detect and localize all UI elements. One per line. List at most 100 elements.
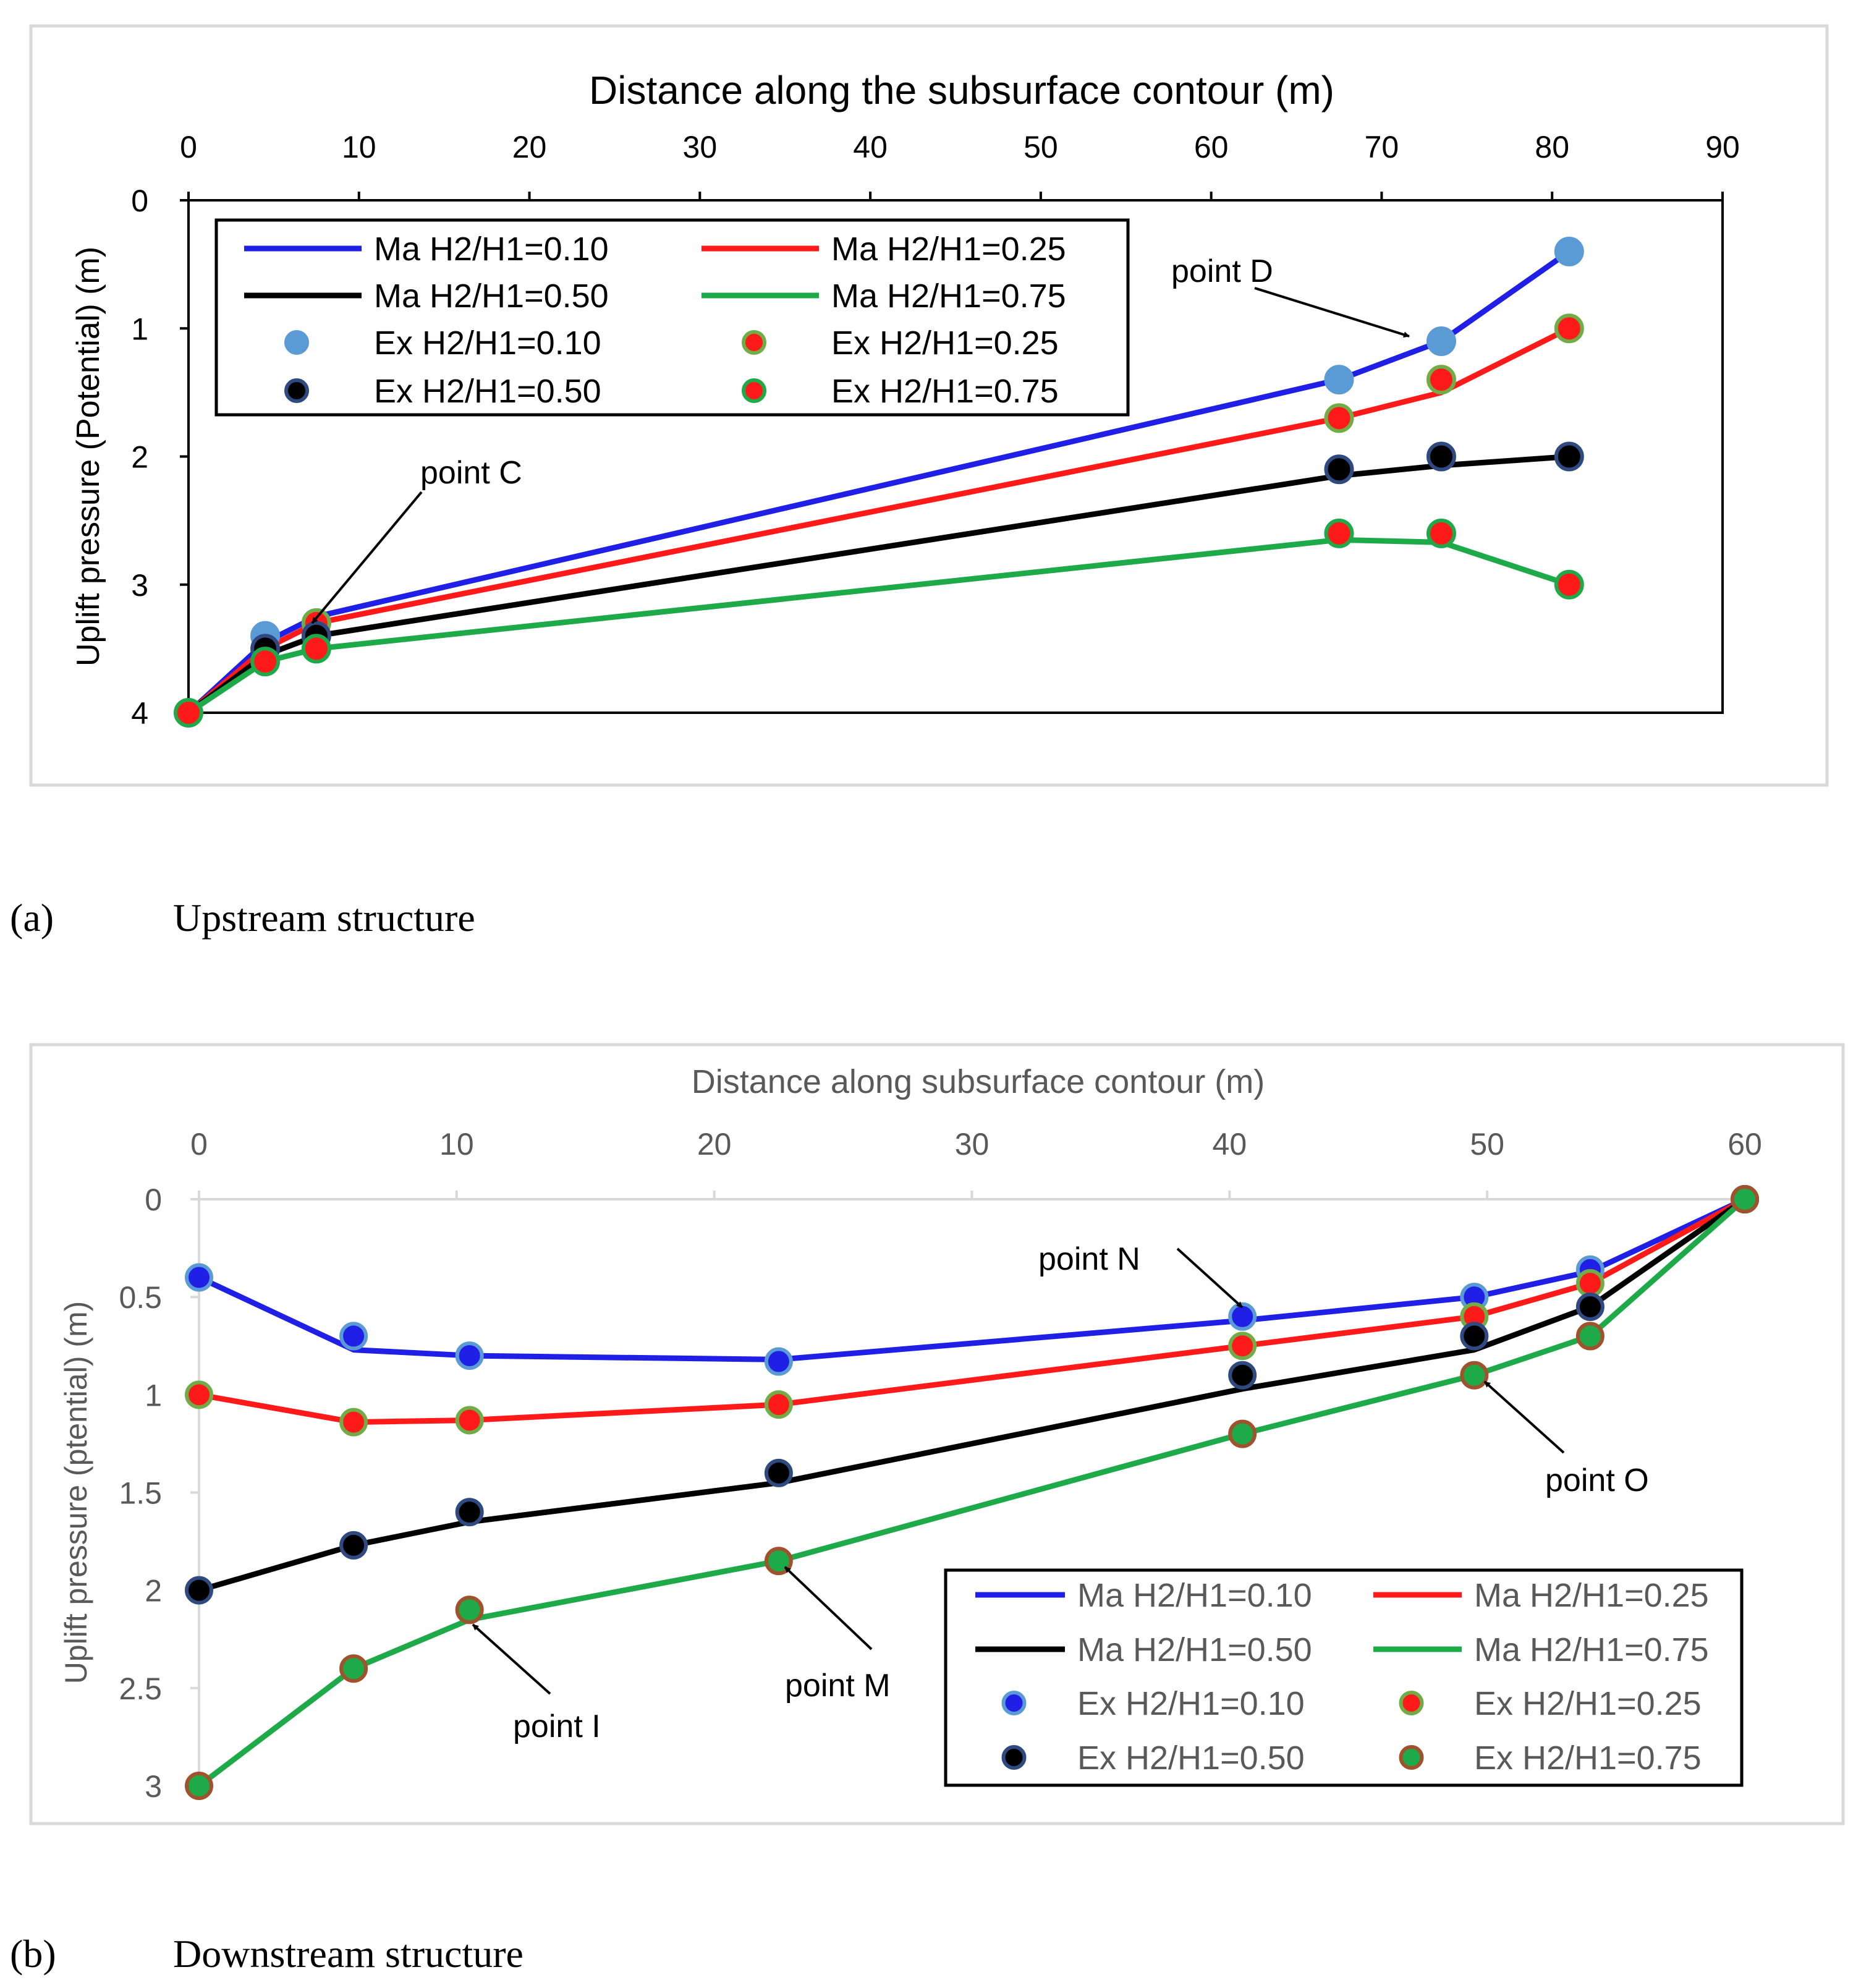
y-axis-title: Uplift pressure (ptential) (m)	[59, 1301, 93, 1684]
y-tick-label: 0	[145, 1183, 162, 1217]
chart-downstream: Distance along subsurface contour (m)0 10…	[29, 1043, 1845, 1825]
legend-label: Ma H2/H1=0.50	[374, 278, 609, 315]
annotation-label: point M	[785, 1668, 891, 1704]
legend-label: Ma H2/H1=0.25	[1474, 1577, 1709, 1614]
legend-label: Ex H2/H1=0.75	[1474, 1740, 1702, 1777]
data-point	[1324, 518, 1354, 548]
x-tick-label: 50	[1024, 130, 1058, 164]
x-tick-label: 60	[1194, 130, 1229, 164]
legend-label: Ma H2/H1=0.25	[831, 231, 1066, 268]
series-line	[185, 537, 1572, 716]
annotation-arrow	[311, 491, 423, 624]
legend-marker-swatch	[742, 378, 766, 403]
y-tick-label: 1.5	[119, 1476, 162, 1511]
legend-label: Ma H2/H1=0.10	[1077, 1577, 1312, 1614]
data-point	[1228, 1361, 1257, 1390]
x-tick-label: 20	[697, 1127, 732, 1162]
annotation-arrow	[1483, 1380, 1565, 1454]
data-point	[1228, 1419, 1257, 1448]
data-point	[185, 1576, 213, 1605]
data-point	[1426, 326, 1456, 356]
caption-a-text: Upstream structure	[173, 896, 475, 940]
data-point	[455, 1595, 484, 1625]
data-point	[1554, 569, 1584, 600]
legend-marker-swatch	[1399, 1691, 1424, 1715]
x-tick-label: 90	[1705, 130, 1740, 164]
y-tick-label: 3	[145, 1769, 162, 1804]
annotation-arrow	[1254, 287, 1410, 338]
x-tick-label: 40	[853, 130, 888, 164]
data-point	[1228, 1332, 1257, 1361]
x-tick-label: 80	[1535, 130, 1569, 164]
legend-marker-swatch	[1001, 1745, 1027, 1770]
data-point	[1324, 365, 1354, 395]
series-line	[185, 454, 1572, 716]
legend-marker-swatch	[284, 330, 309, 355]
data-point	[1324, 454, 1354, 485]
chart-frame	[29, 1043, 1845, 1825]
data-point	[185, 1380, 213, 1409]
legend-label: Ma H2/H1=0.75	[1474, 1631, 1709, 1668]
legend-box	[214, 218, 1130, 417]
annotation-arrow	[1176, 1247, 1244, 1309]
caption-a-label: (a)	[10, 896, 54, 940]
data-point	[455, 1341, 484, 1370]
y-axis-title: Uplift pressure (Potential) (m)	[70, 247, 106, 666]
legend-marker-swatch	[284, 378, 309, 403]
y-tick-label: 1	[145, 1378, 162, 1412]
data-point	[764, 1458, 793, 1487]
data-point	[1554, 236, 1584, 266]
legend-label: Ma H2/H1=0.50	[1077, 1631, 1312, 1668]
data-point	[185, 1772, 213, 1800]
y-tick-label: 3	[131, 568, 148, 603]
x-tick-label: 40	[1213, 1127, 1247, 1162]
data-point	[1575, 1269, 1605, 1298]
data-point	[339, 1531, 368, 1560]
caption-b-label: (b)	[10, 1932, 56, 1976]
chart-upstream: Distance along the subsurface contour (m…	[29, 24, 1829, 787]
data-point	[1731, 1185, 1759, 1213]
y-tick-label: 2	[145, 1574, 162, 1608]
legend-label: Ex H2/H1=0.25	[1474, 1685, 1702, 1722]
series-line	[196, 1196, 1748, 1362]
series-line	[196, 1196, 1748, 1425]
x-tick-label: 10	[439, 1127, 474, 1162]
annotation-arrow	[784, 1566, 873, 1650]
data-point	[250, 647, 281, 677]
data-point	[1460, 1361, 1489, 1390]
x-tick-label: 20	[512, 130, 547, 164]
annotation-label: point N	[1038, 1241, 1140, 1277]
legend-marker-swatch	[742, 330, 766, 355]
data-point	[1426, 365, 1456, 395]
x-tick-label: 10	[342, 130, 376, 164]
chart-frame	[29, 24, 1829, 787]
x-tick-label: 60	[1727, 1127, 1762, 1162]
caption-b-text: Downstream structure	[173, 1932, 524, 1976]
y-tick-label: 0	[131, 184, 148, 218]
annotation-label: point O	[1545, 1463, 1649, 1498]
data-point	[1228, 1302, 1257, 1331]
x-tick-label: 0	[180, 130, 197, 164]
legend-box	[944, 1568, 1744, 1787]
x-axis-title: Distance along the subsurface contour (m…	[589, 68, 1334, 113]
legend-label: Ex H2/H1=0.50	[374, 373, 601, 410]
annotation-label: point I	[513, 1709, 601, 1744]
data-point	[1575, 1292, 1605, 1321]
legend-label: Ex H2/H1=0.10	[374, 325, 601, 362]
legend-label: Ex H2/H1=0.75	[831, 373, 1059, 410]
data-point	[301, 634, 331, 664]
x-tick-label: 0	[190, 1127, 208, 1162]
data-point	[174, 698, 203, 728]
data-point	[1324, 403, 1354, 433]
y-tick-label: 0.5	[119, 1280, 162, 1315]
y-tick-label: 2	[131, 440, 148, 475]
data-point	[1554, 441, 1584, 472]
annotation-label: point D	[1171, 253, 1273, 289]
data-point	[185, 1263, 213, 1292]
series-line	[196, 1196, 1748, 1594]
data-point	[339, 1654, 368, 1683]
data-point	[1575, 1322, 1605, 1351]
x-tick-label: 30	[955, 1127, 990, 1162]
legend-label: Ex H2/H1=0.10	[1077, 1685, 1305, 1722]
data-point	[764, 1347, 793, 1376]
